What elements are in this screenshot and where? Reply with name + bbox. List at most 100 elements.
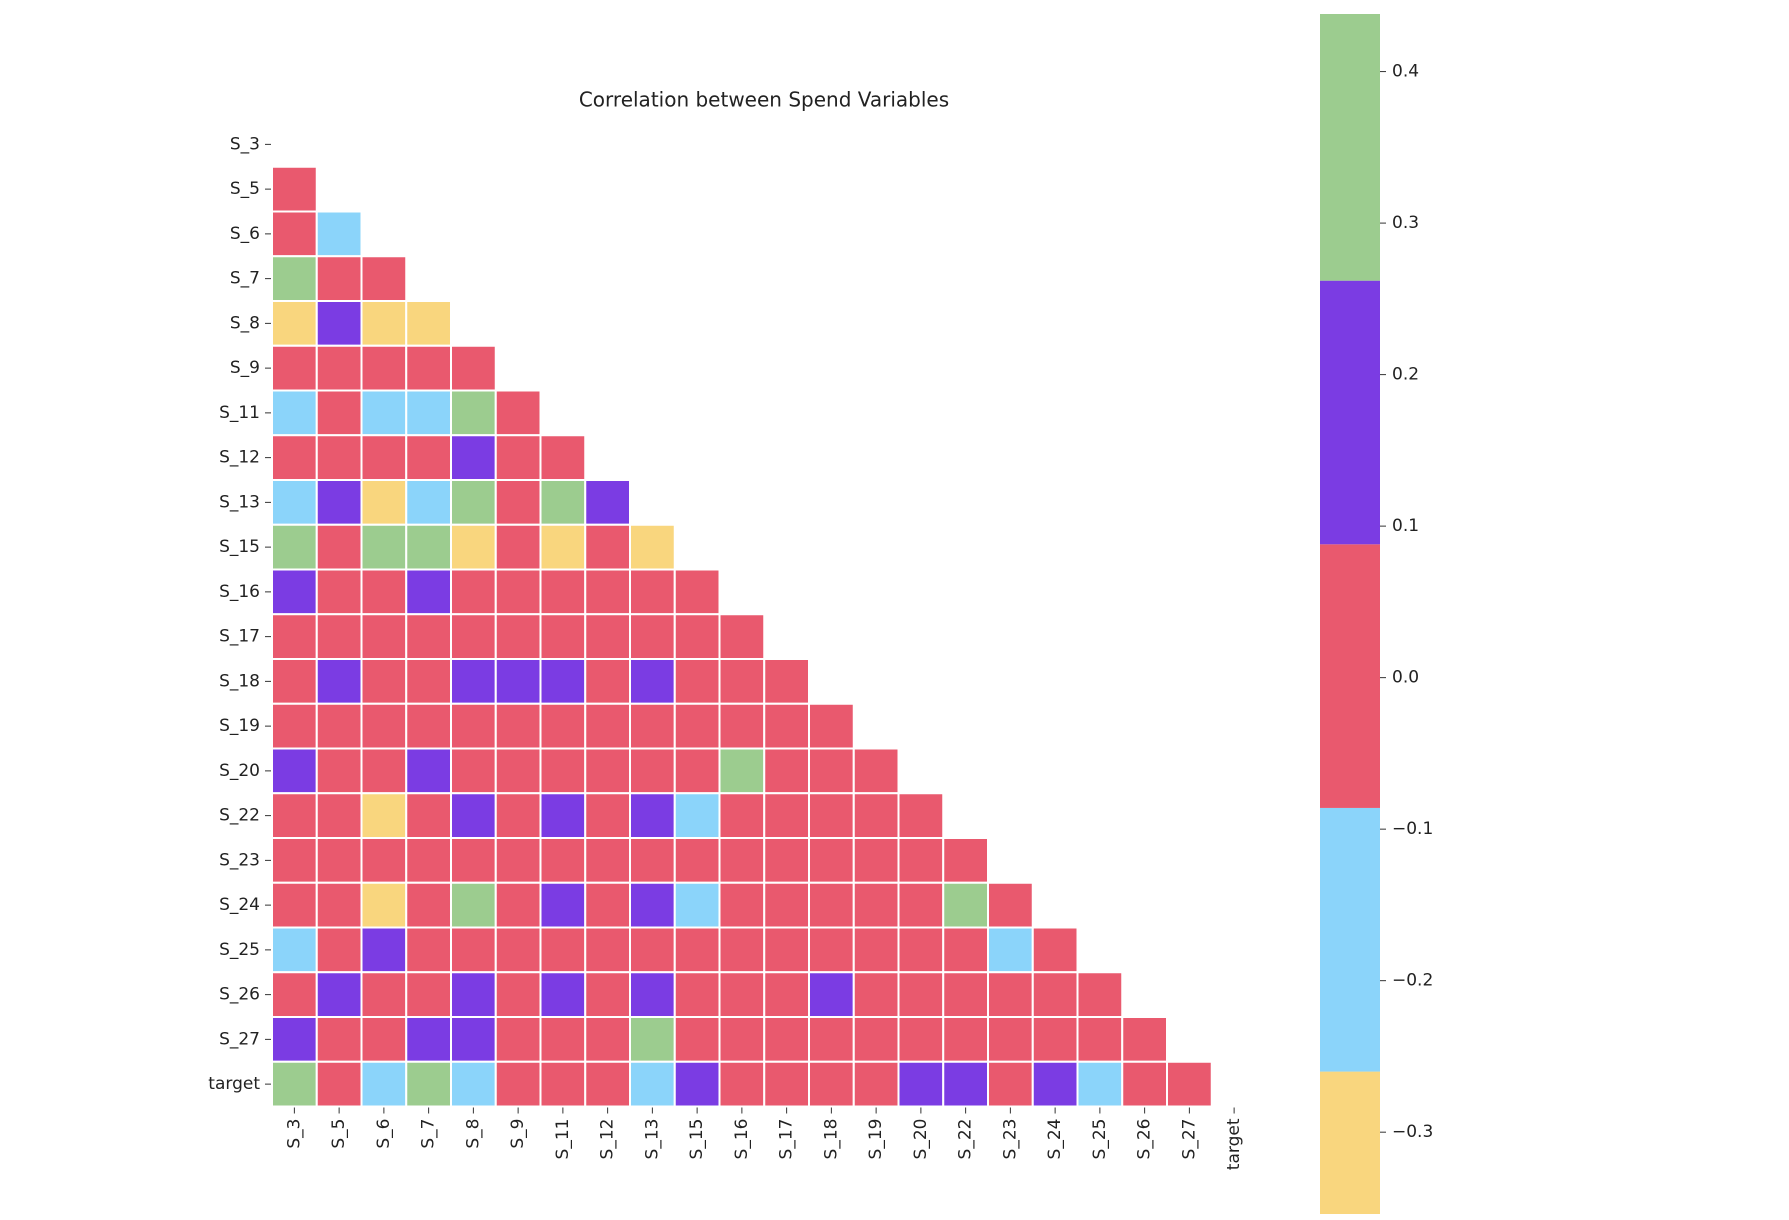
heatmap-cell <box>450 926 497 974</box>
x-tick-label: S_19 <box>866 1119 886 1160</box>
heatmap-cell <box>271 926 318 974</box>
y-tick-label: S_13 <box>219 492 260 512</box>
heatmap-cell <box>315 255 363 302</box>
heatmap-cell <box>360 971 408 1018</box>
heatmap-cell <box>405 523 452 571</box>
heatmap-cell <box>271 1060 318 1108</box>
heatmap-cell <box>629 881 676 929</box>
colorbar-segment <box>1320 544 1380 808</box>
y-tick-label: S_27 <box>219 1029 260 1049</box>
heatmap-cell <box>584 613 631 660</box>
heatmap-cell <box>539 971 587 1018</box>
colorbar-tick-label: −0.3 <box>1392 1122 1433 1142</box>
heatmap-cell <box>405 568 452 616</box>
y-tick-label: S_3 <box>230 134 260 154</box>
heatmap-cell <box>584 1016 631 1063</box>
heatmap-cell <box>942 926 989 974</box>
heatmap-cell <box>987 1016 1034 1063</box>
heatmap-cell <box>494 792 542 839</box>
heatmap-cell <box>405 613 452 660</box>
heatmap-cell <box>539 479 587 526</box>
heatmap-cell <box>629 1016 676 1063</box>
heatmap-cell <box>673 702 721 750</box>
heatmap-cell <box>852 837 900 884</box>
colorbar-segment <box>1320 280 1380 545</box>
y-tick-label: S_24 <box>219 895 260 915</box>
heatmap-cell <box>360 1060 408 1108</box>
heatmap-cell <box>718 881 766 929</box>
heatmap-cell <box>450 702 497 750</box>
heatmap-cell <box>1076 1060 1124 1108</box>
heatmap-cell <box>1031 1016 1079 1063</box>
heatmap-cell <box>315 971 363 1018</box>
heatmap-cell <box>450 658 497 705</box>
heatmap-cell <box>405 479 452 526</box>
heatmap-cell <box>315 300 363 347</box>
heatmap-cell <box>673 881 721 929</box>
heatmap-cell <box>271 658 318 705</box>
heatmap-cell <box>763 792 810 839</box>
heatmap-cell <box>763 881 810 929</box>
heatmap-cell <box>987 971 1034 1018</box>
heatmap-cell <box>718 837 766 884</box>
heatmap-cell <box>360 523 408 571</box>
x-tick-label: S_6 <box>374 1119 394 1149</box>
y-tick-label: S_20 <box>219 761 260 781</box>
heatmap-cell <box>494 523 542 571</box>
heatmap-cell <box>360 881 408 929</box>
x-tick-label: S_7 <box>419 1119 439 1149</box>
heatmap-cell <box>494 658 542 705</box>
heatmap-cell <box>360 344 408 392</box>
heatmap-cell <box>808 971 855 1018</box>
heatmap-cell <box>584 747 631 795</box>
x-tick-label: S_9 <box>508 1119 528 1149</box>
heatmap-cell <box>360 568 408 616</box>
heatmap-cell <box>271 300 318 347</box>
heatmap-cell <box>271 479 318 526</box>
heatmap-cell <box>763 1016 810 1063</box>
heatmap-cell <box>405 300 452 347</box>
heatmap-cell <box>808 837 855 884</box>
y-tick-label: S_7 <box>230 269 260 289</box>
heatmap-cell <box>1121 1060 1168 1108</box>
colorbar-tick-label: −0.2 <box>1392 971 1433 991</box>
heatmap-cell <box>808 747 855 795</box>
heatmap-cell <box>360 1016 408 1063</box>
colorbar-tick-label: −0.1 <box>1392 819 1433 839</box>
heatmap-cell <box>629 613 676 660</box>
heatmap-cell <box>450 479 497 526</box>
heatmap-cell <box>450 792 497 839</box>
heatmap-cell <box>494 926 542 974</box>
heatmap-cell <box>673 568 721 616</box>
heatmap-cell <box>315 1016 363 1063</box>
heatmap-cell <box>539 881 587 929</box>
heatmap-cell <box>450 881 497 929</box>
y-tick-label: target <box>208 1074 260 1094</box>
heatmap-cell <box>405 837 452 884</box>
heatmap-cell <box>673 1060 721 1108</box>
colorbar-tick-label: 0.1 <box>1392 516 1419 536</box>
heatmap-cell <box>271 568 318 616</box>
heatmap-cell <box>315 837 363 884</box>
heatmap-cell <box>405 1060 452 1108</box>
heatmap-cell <box>584 837 631 884</box>
heatmap-cell <box>494 971 542 1018</box>
heatmap-cell <box>763 1060 810 1108</box>
heatmap-cell <box>808 1016 855 1063</box>
colorbar-tick-label: 0.0 <box>1392 668 1419 688</box>
heatmap-cell <box>315 479 363 526</box>
heatmap-cell <box>629 926 676 974</box>
colorbar-segment <box>1320 1071 1380 1214</box>
heatmap-cell <box>1121 1016 1168 1063</box>
x-tick-label: S_27 <box>1179 1119 1199 1160</box>
heatmap-cell <box>450 1060 497 1108</box>
y-tick-label: S_19 <box>219 716 260 736</box>
heatmap-cell <box>360 434 408 481</box>
x-tick-label: S_25 <box>1090 1119 1110 1160</box>
heatmap-cell <box>897 837 945 884</box>
heatmap-cell <box>494 434 542 481</box>
heatmap-cell <box>315 658 363 705</box>
x-tick-label: S_22 <box>956 1119 976 1160</box>
heatmap-cell <box>808 1060 855 1108</box>
